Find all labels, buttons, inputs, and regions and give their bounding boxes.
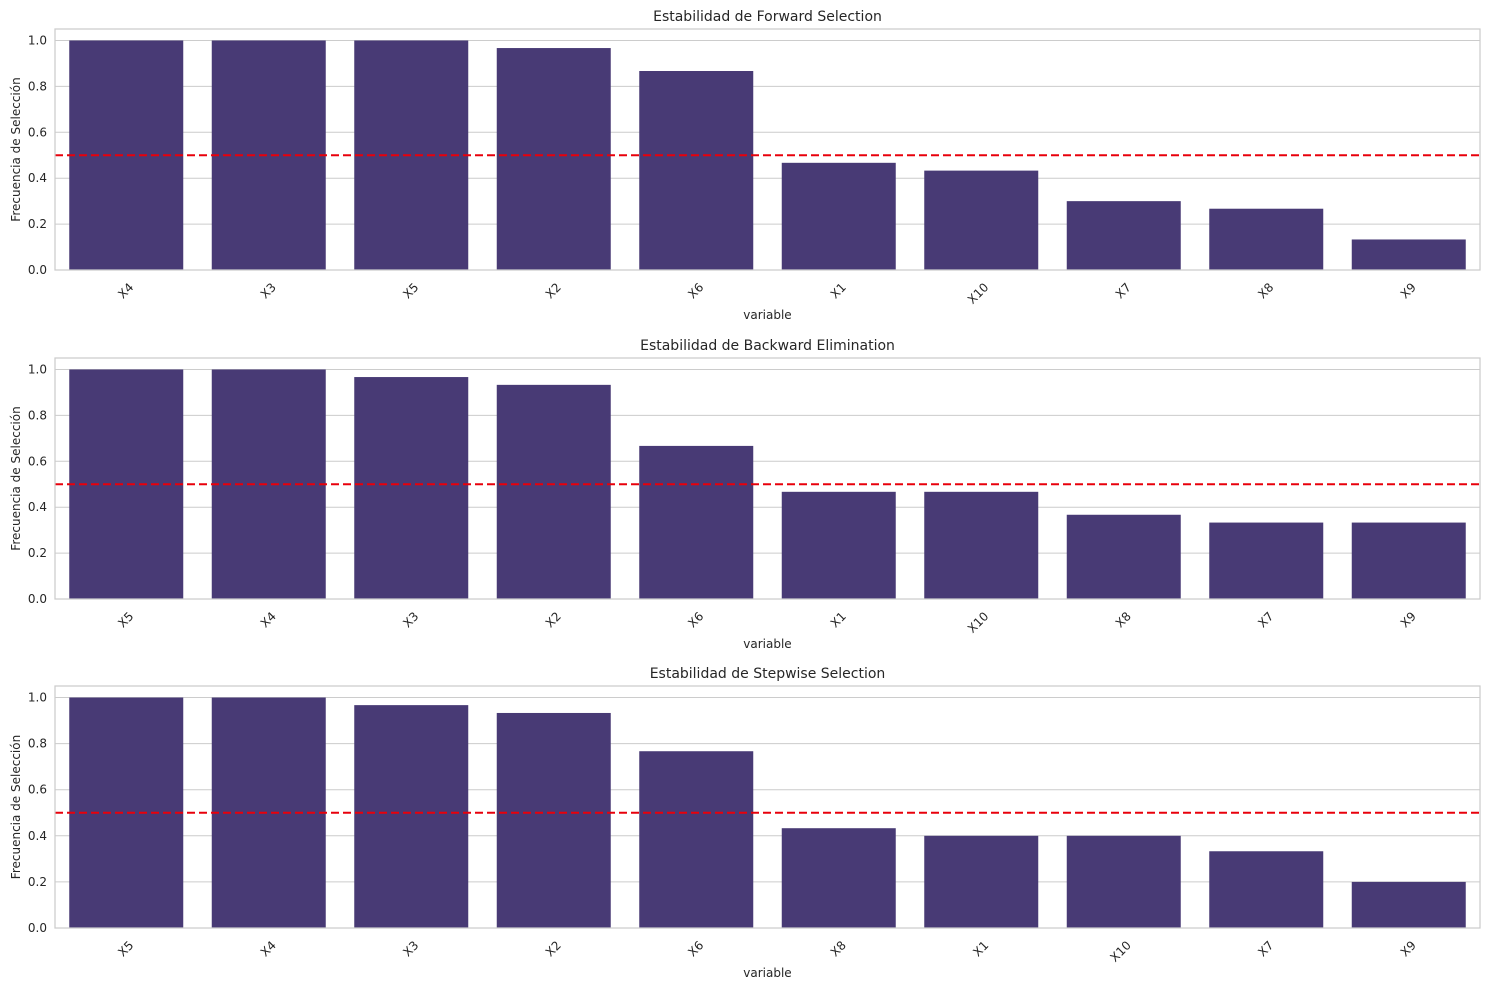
bar-x2 [496, 48, 611, 270]
y-tick-label: 0.8 [28, 79, 47, 93]
bar-x1 [924, 835, 1039, 928]
x-tick-label: X4 [258, 938, 279, 959]
bar-x2 [496, 384, 611, 599]
y-tick-label: 0.6 [28, 783, 47, 797]
bar-x6 [639, 71, 754, 270]
x-tick-label: X4 [258, 609, 279, 630]
y-tick-label: 0.2 [28, 546, 47, 560]
y-tick-label: 0.6 [28, 125, 47, 139]
x-tick-label: X1 [970, 938, 991, 959]
x-tick-label: X6 [685, 609, 706, 630]
bar-x9 [1351, 239, 1466, 270]
bar-x1 [781, 162, 896, 270]
x-tick-label: X10 [1107, 938, 1134, 965]
x-tick-label: X9 [1398, 609, 1419, 630]
bar-x10 [924, 170, 1039, 270]
x-tick-label: X1 [828, 609, 849, 630]
y-tick-label: 0.6 [28, 454, 47, 468]
bar-x9 [1351, 881, 1466, 928]
x-tick-label: X2 [543, 280, 564, 301]
plot-frame [54, 28, 1481, 271]
chart-title: Estabilidad de Stepwise Selection [650, 666, 886, 682]
chart-panel-3: 0.0 0.2 0.4 0.6 0.8 1.0 X5 X4 X3 X2 X6 X8 X1 X10 X7 X9 E… [9, 666, 1481, 980]
x-tick-label: X9 [1398, 280, 1419, 301]
x-tick-label: X8 [828, 938, 849, 959]
bar-x3 [354, 705, 469, 928]
x-tick-label: X8 [1113, 609, 1134, 630]
bar-x7 [1066, 201, 1181, 270]
x-tick-label: X6 [685, 938, 706, 959]
x-tick-label: X6 [685, 280, 706, 301]
x-tick-label: X10 [965, 280, 992, 307]
bar-x6 [639, 751, 754, 928]
x-tick-label: X9 [1398, 938, 1419, 959]
y-tick-label: 0.0 [28, 921, 47, 935]
y-axis-label: Frecuencia de Selección [9, 406, 23, 550]
bar-x10 [924, 491, 1039, 599]
bar-x2 [496, 712, 611, 928]
x-tick-label: X8 [1255, 280, 1276, 301]
x-axis-label: variable [743, 966, 791, 980]
x-tick-label: X3 [258, 280, 279, 301]
x-tick-label: X5 [115, 938, 136, 959]
x-tick-label: X5 [115, 609, 136, 630]
x-axis-label: variable [743, 637, 791, 651]
bar-x3 [354, 377, 469, 599]
x-tick-label: X10 [965, 609, 992, 636]
y-tick-label: 0.4 [28, 829, 47, 843]
bar-x10 [1066, 835, 1181, 928]
y-tick-label: 0.0 [28, 592, 47, 606]
chart-title: Estabilidad de Backward Elimination [640, 338, 895, 354]
y-axis-label: Frecuencia de Selección [9, 735, 23, 879]
x-tick-label: X3 [400, 938, 421, 959]
x-tick-label: X5 [400, 280, 421, 301]
x-tick-label: X3 [400, 609, 421, 630]
y-tick-label: 0.8 [28, 408, 47, 422]
bar-x7 [1209, 522, 1324, 599]
y-tick-label: 0.4 [28, 500, 47, 514]
plot-frame [54, 685, 1481, 929]
y-tick-label: 0.4 [28, 171, 47, 185]
bar-x8 [1066, 514, 1181, 599]
y-tick-label: 0.0 [28, 263, 47, 277]
x-tick-label: X7 [1255, 609, 1276, 630]
x-tick-label: X7 [1113, 280, 1134, 301]
y-axis-label: Frecuencia de Selección [9, 77, 23, 221]
x-tick-label: X1 [828, 280, 849, 301]
y-tick-label: 0.8 [28, 737, 47, 751]
x-axis-label: variable [743, 308, 791, 322]
x-tick-label: X7 [1255, 938, 1276, 959]
x-tick-label: X4 [115, 280, 136, 301]
chart-panel-2: 0.0 0.2 0.4 0.6 0.8 1.0 X5 X4 X3 X2 X6 X1 X10 X8 X7 X9 E… [9, 338, 1481, 651]
y-tick-label: 1.0 [28, 691, 47, 705]
bar-x7 [1209, 851, 1324, 928]
y-tick-label: 1.0 [28, 33, 47, 47]
bar-x8 [1209, 208, 1324, 270]
x-tick-label: X2 [543, 938, 564, 959]
chart-panel-1: 0.0 0.2 0.4 0.6 0.8 1.0 X4 X3 X5 X2 X6 X1 X10 X7 X8 X9 E… [9, 9, 1481, 322]
bar-x9 [1351, 522, 1466, 599]
bar-x8 [781, 828, 896, 928]
y-tick-label: 0.2 [28, 217, 47, 231]
x-tick-label: X2 [543, 609, 564, 630]
y-tick-label: 0.2 [28, 875, 47, 889]
y-tick-label: 1.0 [28, 362, 47, 376]
chart-title: Estabilidad de Forward Selection [653, 9, 882, 25]
bar-x1 [781, 491, 896, 599]
plot-frame [54, 357, 1481, 600]
bar-x6 [639, 445, 754, 599]
